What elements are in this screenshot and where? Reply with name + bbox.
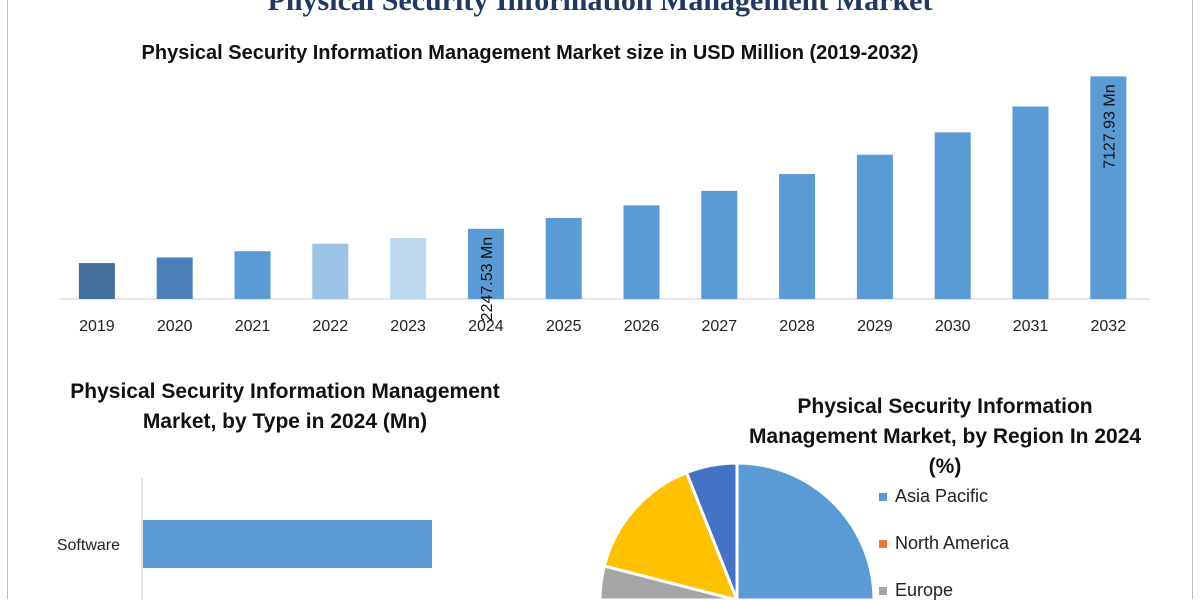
x-tick-2028: 2028 — [779, 318, 815, 335]
frame — [7, 0, 1193, 599]
x-tick-2019: 2019 — [79, 318, 115, 335]
bar-Software — [143, 520, 432, 568]
bar-2028 — [779, 174, 816, 299]
x-tick-2022: 2022 — [313, 318, 349, 335]
legend-label-0: Asia Pacific — [895, 486, 988, 506]
x-tick-2032: 2032 — [1091, 318, 1127, 335]
x-tick-2020: 2020 — [157, 318, 193, 335]
bar-2022 — [312, 243, 349, 299]
legend-swatch-2 — [879, 587, 887, 595]
bar-2024 — [467, 228, 504, 299]
x-tick-2025: 2025 — [546, 318, 582, 335]
pie-slice-slice-3 — [602, 470, 739, 600]
pie-slice-slice-4 — [684, 461, 739, 600]
data-label-2024: 2247.53 Mn — [479, 237, 496, 322]
bar-2020 — [156, 257, 193, 299]
x-tick-2023: 2023 — [390, 318, 426, 335]
bar-2019 — [78, 263, 115, 299]
bar-chart-title: Physical Security Information Management… — [141, 42, 919, 64]
bar-2021 — [234, 251, 271, 299]
bar-2030 — [934, 132, 971, 299]
bar-2023 — [390, 238, 427, 299]
legend-label-1: North America — [895, 533, 1010, 553]
legend-swatch-0 — [879, 493, 887, 501]
bar-2031 — [1012, 106, 1049, 299]
bar-2025 — [545, 217, 582, 299]
x-tick-2030: 2030 — [935, 318, 971, 335]
x-tick-2026: 2026 — [624, 318, 660, 335]
bar-2029 — [856, 154, 893, 299]
x-tick-2031: 2031 — [1013, 318, 1049, 335]
y-tick-Software: Software — [57, 537, 120, 554]
legend-label-2: Europe — [895, 580, 953, 600]
region-pie-chart: Asia Pacific North America Europe — [598, 461, 1010, 600]
region-chart-title: Physical Security Information Management… — [748, 395, 1142, 478]
x-tick-2027: 2027 — [702, 318, 738, 335]
x-tick-2029: 2029 — [857, 318, 893, 335]
bar-2032 — [1090, 76, 1127, 300]
type-bar-chart: Software — [57, 478, 432, 600]
data-label-2032: 7127.93 Mn — [1101, 84, 1118, 169]
type-chart-title: Physical Security Information Management… — [70, 380, 500, 433]
legend-swatch-1 — [879, 540, 887, 548]
bar-2027 — [701, 190, 738, 299]
pie-slice-asia-pacific — [735, 461, 876, 600]
x-tick-2024: 2024 — [468, 318, 504, 335]
main-title: Physical Security Information Management… — [267, 0, 933, 17]
bar-2026 — [623, 205, 660, 299]
x-tick-2021: 2021 — [235, 318, 271, 335]
